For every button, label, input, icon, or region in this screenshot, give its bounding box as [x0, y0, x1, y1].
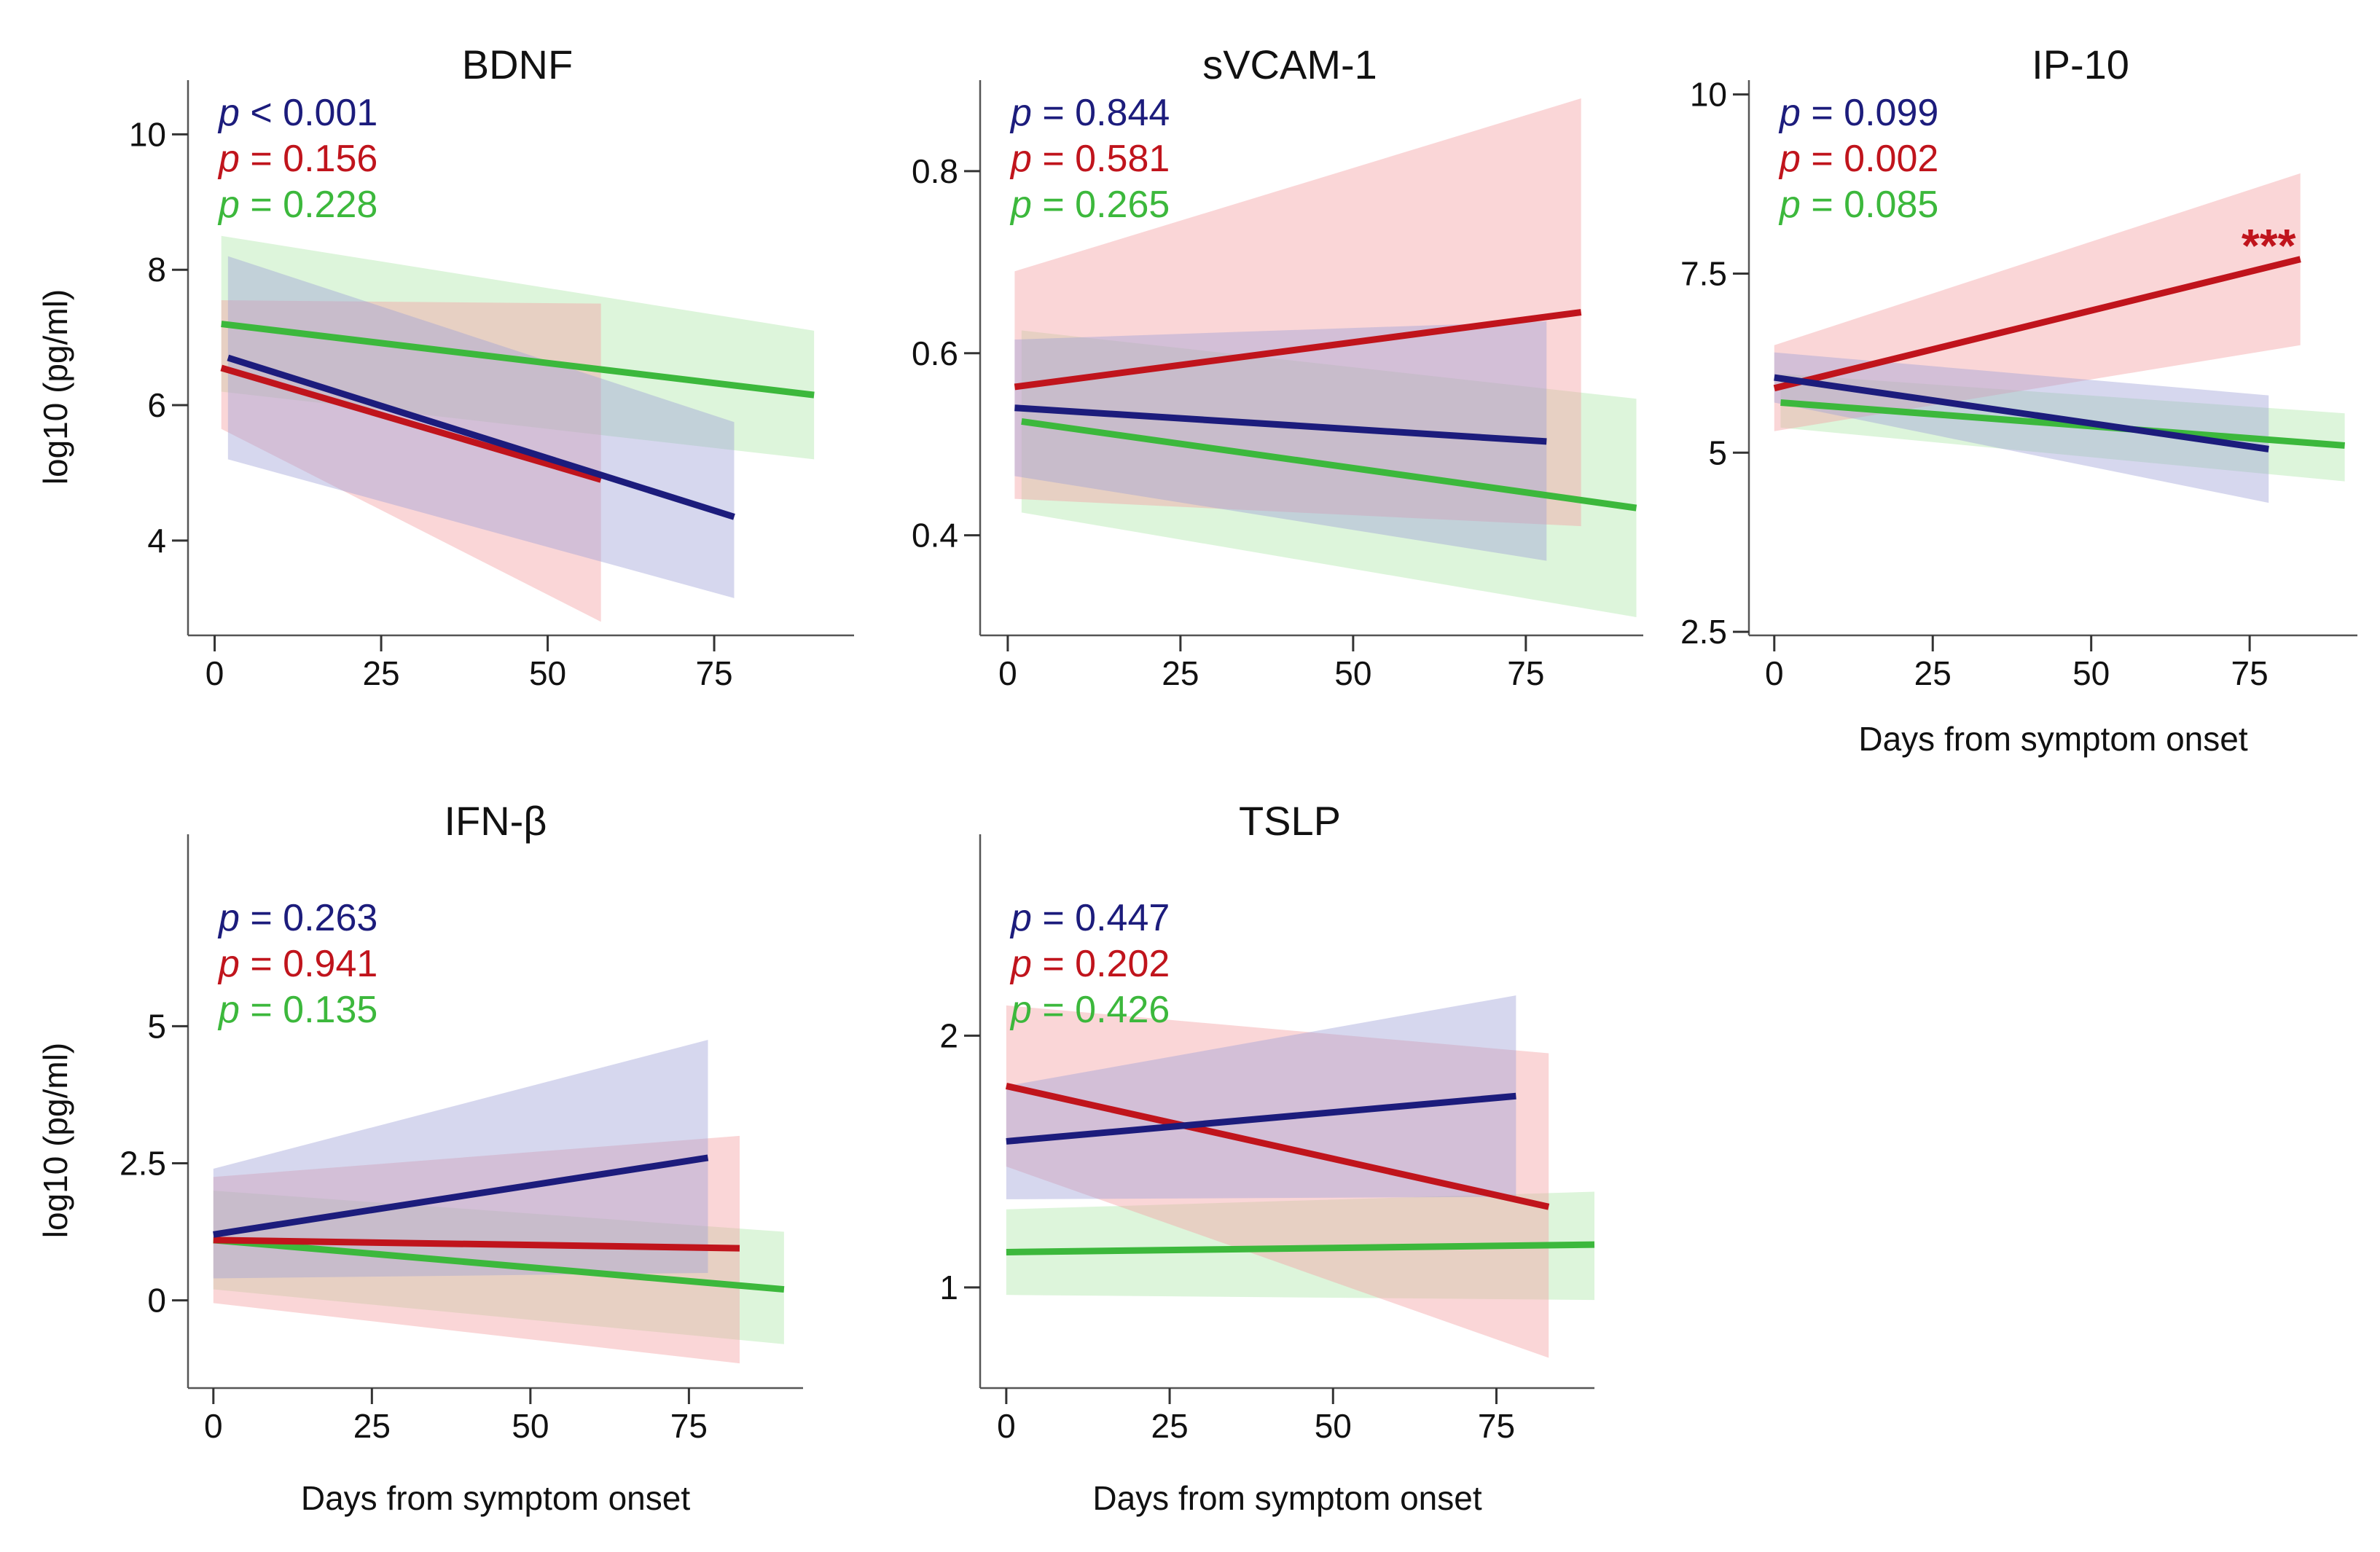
panel-title: BDNF: [462, 42, 573, 87]
y-tick-label: 1: [939, 1269, 958, 1306]
confidence-band-blue: [1774, 352, 2269, 503]
fit-line-green: [1780, 399, 2345, 449]
confidence-band-blue: [1014, 321, 1547, 561]
fit-line-green: [221, 321, 815, 399]
x-tick-label: 25: [362, 654, 399, 692]
pvalue-label-green: p = 0.265: [1009, 184, 1170, 226]
pvalue-label-green: p = 0.228: [217, 184, 377, 226]
pvalue-label-red: p = 0.202: [1009, 943, 1170, 985]
y-tick-label: 8: [147, 251, 166, 289]
y-tick-label: 2: [939, 1016, 958, 1054]
pvalue-label-green: p = 0.135: [217, 989, 377, 1031]
y-tick-label: 2.5: [1680, 613, 1727, 651]
y-tick-label: 6: [147, 386, 166, 424]
fit-line-red: [1014, 309, 1582, 391]
x-tick-label: 0: [204, 1407, 223, 1445]
x-tick-label: 50: [512, 1407, 549, 1445]
pvalue-label-blue: p = 0.263: [217, 897, 377, 939]
confidence-band-red: [1774, 173, 2301, 431]
confidence-band-red: [1006, 1005, 1549, 1358]
x-tick-label: 25: [1914, 654, 1952, 692]
y-tick-label: 7.5: [1680, 254, 1727, 292]
pvalue-label-green: p = 0.426: [1009, 989, 1170, 1031]
confidence-band-blue: [213, 1040, 708, 1279]
significance-annotation: ***: [2242, 219, 2296, 272]
x-tick-label: 25: [353, 1407, 391, 1445]
x-tick-label: 75: [2231, 654, 2269, 692]
fit-line-blue: [1006, 1092, 1516, 1145]
x-tick-label: 0: [997, 1407, 1016, 1445]
x-tick-label: 75: [670, 1407, 708, 1445]
x-tick-label: 50: [529, 654, 566, 692]
fit-line-blue: [213, 1154, 709, 1238]
pvalue-label-green: p = 0.085: [1778, 184, 1938, 226]
x-tick-label: 25: [1151, 1407, 1188, 1445]
confidence-band-red: [221, 300, 601, 622]
fit-line-blue: [1774, 374, 2269, 452]
fit-line-red: [1773, 256, 2301, 392]
fit-line-blue: [227, 354, 735, 520]
y-tick-label: 0.4: [912, 517, 958, 554]
pvalue-label-red: p = 0.156: [217, 138, 377, 180]
panel-title: TSLP: [1239, 798, 1341, 844]
x-tick-label: 75: [1507, 654, 1544, 692]
x-tick-label: 50: [1315, 1407, 1352, 1445]
x-axis-label: Days from symptom onset: [1858, 720, 2247, 758]
fit-line-red: [220, 364, 602, 483]
y-tick-label: 10: [1690, 76, 1727, 114]
y-tick-label: 10: [129, 115, 166, 153]
fit-line-red: [1005, 1083, 1550, 1210]
pvalue-label-red: p = 0.002: [1778, 138, 1938, 180]
x-tick-label: 75: [695, 654, 732, 692]
confidence-band-blue: [1006, 995, 1516, 1199]
fit-line-red: [213, 1236, 740, 1252]
pvalue-label-blue: p = 0.099: [1778, 92, 1938, 134]
y-tick-label: 0: [147, 1282, 166, 1320]
y-tick-label: 0.8: [912, 152, 958, 190]
y-tick-label: 5: [1708, 434, 1727, 471]
y-tick-label: 5: [147, 1007, 166, 1045]
fit-line-green: [1021, 418, 1637, 512]
x-tick-label: 25: [1162, 654, 1199, 692]
panel-title: IP-10: [2032, 42, 2129, 87]
confidence-band-green: [1021, 330, 1637, 618]
y-tick-label: 4: [147, 522, 166, 560]
y-tick-label: 2.5: [120, 1144, 166, 1182]
y-axis-label: log10 (pg/ml): [36, 289, 74, 485]
panel-title: IFN-β: [444, 798, 547, 844]
fit-line-green: [1006, 1241, 1595, 1255]
pvalue-label-blue: p < 0.001: [217, 92, 377, 134]
x-tick-label: 75: [1478, 1407, 1515, 1445]
pvalue-label-blue: p = 0.447: [1009, 897, 1170, 939]
x-tick-label: 0: [998, 654, 1017, 692]
fit-line-blue: [1014, 404, 1547, 445]
fit-line-green: [213, 1236, 785, 1293]
x-tick-label: 50: [1334, 654, 1371, 692]
pvalue-label-red: p = 0.941: [217, 943, 377, 985]
y-tick-label: 0.6: [912, 334, 958, 372]
y-axis-label: log10 (pg/ml): [36, 1043, 74, 1238]
x-axis-label: Days from symptom onset: [1092, 1479, 1481, 1517]
confidence-band-red: [213, 1135, 740, 1364]
pvalue-label-blue: p = 0.844: [1009, 92, 1170, 134]
x-axis-label: Days from symptom onset: [301, 1479, 690, 1517]
x-tick-label: 50: [2072, 654, 2110, 692]
pvalue-label-red: p = 0.581: [1009, 138, 1170, 180]
panel-title: sVCAM-1: [1202, 42, 1377, 87]
x-tick-label: 0: [1765, 654, 1784, 692]
x-tick-label: 0: [205, 654, 224, 692]
